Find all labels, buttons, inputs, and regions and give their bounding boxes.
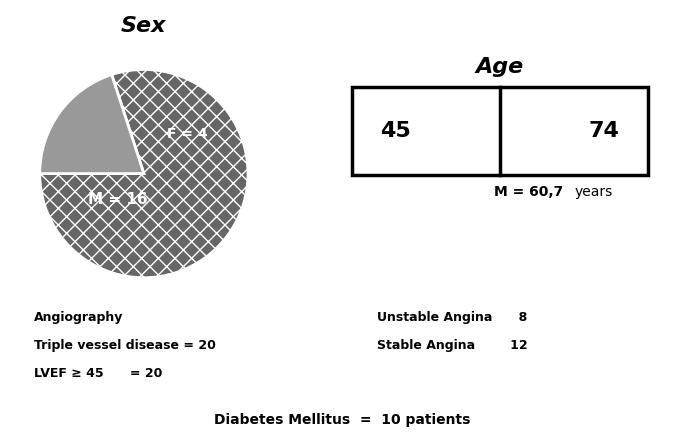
FancyBboxPatch shape — [352, 87, 648, 175]
Text: Unstable Angina      8: Unstable Angina 8 — [377, 311, 527, 324]
Text: M = 60,7: M = 60,7 — [494, 185, 563, 199]
Text: Stable Angina        12: Stable Angina 12 — [377, 339, 527, 352]
Text: years: years — [574, 185, 612, 199]
Wedge shape — [40, 69, 248, 278]
Text: Triple vessel disease = 20: Triple vessel disease = 20 — [34, 339, 216, 352]
Title: Sex: Sex — [121, 16, 166, 36]
Text: LVEF ≥ 45      = 20: LVEF ≥ 45 = 20 — [34, 367, 162, 380]
Wedge shape — [40, 75, 144, 174]
Text: 45: 45 — [380, 122, 411, 141]
Text: 74: 74 — [589, 122, 620, 141]
Text: Angiography: Angiography — [34, 311, 123, 324]
Text: Diabetes Mellitus  =  10 patients: Diabetes Mellitus = 10 patients — [214, 413, 471, 427]
Text: F = 4: F = 4 — [167, 127, 208, 141]
Text: Age: Age — [476, 57, 524, 77]
Text: M = 16: M = 16 — [88, 192, 148, 207]
